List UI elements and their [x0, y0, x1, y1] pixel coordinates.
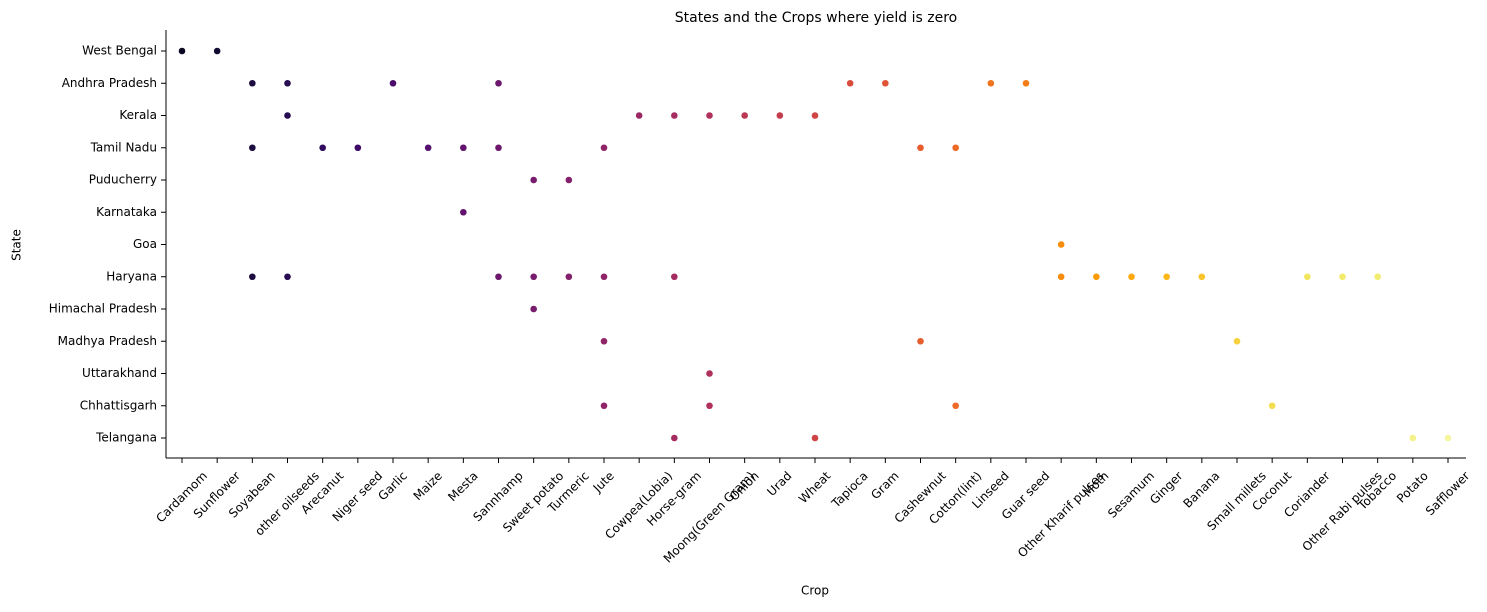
point: [671, 112, 678, 119]
point: [249, 79, 256, 87]
point: [671, 434, 678, 442]
point: [213, 47, 221, 55]
y-tick-label: Tamil Nadu: [90, 140, 157, 154]
point: [1304, 273, 1311, 281]
x-tick-label: Safflower: [1423, 469, 1473, 519]
x-tick-label: Banana: [1180, 469, 1222, 511]
x-tick-label: Tapioca: [828, 469, 870, 511]
point: [706, 112, 713, 119]
point: [1444, 434, 1452, 442]
point: [389, 79, 397, 87]
point: [460, 144, 467, 152]
y-tick-label: Kerala: [119, 108, 157, 122]
point: [284, 79, 291, 87]
point: [565, 176, 573, 184]
x-tick-label: Mesta: [445, 469, 480, 504]
point: [811, 112, 819, 119]
x-tick-label: Moth: [1080, 469, 1111, 500]
point: [1057, 241, 1065, 248]
point: [1233, 337, 1241, 345]
point: [635, 112, 643, 119]
y-axis-label: State: [10, 229, 24, 261]
point: [530, 176, 537, 184]
point: [706, 402, 713, 410]
point: [249, 273, 256, 281]
point: [1163, 273, 1170, 281]
y-tick-label: Puducherry: [89, 173, 157, 187]
y-tick-label: Goa: [133, 237, 157, 251]
y-tick-label: Chhattisgarh: [80, 398, 157, 412]
y-tick-label: Karnataka: [96, 205, 157, 219]
point: [495, 273, 502, 281]
point: [600, 337, 608, 345]
point: [706, 370, 713, 377]
x-tick-label: Maize: [411, 469, 445, 503]
y-tick-label: Telangana: [95, 431, 157, 445]
point: [249, 144, 256, 152]
point: [284, 273, 291, 281]
point: [460, 208, 467, 216]
y-tick-label: Haryana: [106, 269, 157, 283]
point: [917, 337, 924, 345]
x-axis-label: Crop: [801, 584, 829, 598]
point: [917, 144, 924, 152]
chart-title: States and the Crops where yield is zero: [675, 10, 958, 26]
point: [811, 434, 819, 442]
point: [1057, 273, 1065, 281]
y-tick-label: Himachal Pradesh: [49, 302, 157, 316]
y-tick-label: Andhra Pradesh: [62, 76, 157, 90]
point: [671, 273, 678, 281]
point: [354, 144, 362, 152]
y-tick-label: Uttarakhand: [82, 366, 157, 380]
x-tick-label: Urad: [764, 469, 794, 499]
point: [1339, 273, 1346, 281]
point: [952, 402, 959, 410]
point: [952, 144, 959, 152]
point: [882, 79, 889, 87]
point: [1128, 273, 1135, 281]
point: [530, 273, 537, 281]
point: [600, 402, 608, 410]
point: [741, 112, 748, 119]
point: [1268, 402, 1276, 410]
x-tick-label: Jute: [590, 469, 617, 496]
point: [600, 144, 608, 152]
x-tick-label: Potato: [1394, 469, 1431, 506]
point: [776, 112, 784, 119]
point: [319, 144, 326, 152]
point: [495, 144, 502, 152]
point: [530, 305, 537, 313]
point: [424, 144, 432, 152]
point: [1093, 273, 1100, 281]
y-tick-label: West Bengal: [82, 44, 157, 58]
point: [495, 79, 502, 87]
point: [178, 47, 186, 55]
point: [846, 79, 854, 87]
point: [565, 273, 573, 281]
point: [987, 79, 995, 87]
point: [1198, 273, 1206, 281]
point: [1409, 434, 1417, 442]
point: [600, 273, 608, 281]
y-tick-label: Madhya Pradesh: [58, 334, 157, 348]
point: [1022, 79, 1030, 87]
x-tick-label: Gram: [868, 469, 901, 502]
point: [284, 112, 291, 119]
point: [1374, 273, 1381, 281]
